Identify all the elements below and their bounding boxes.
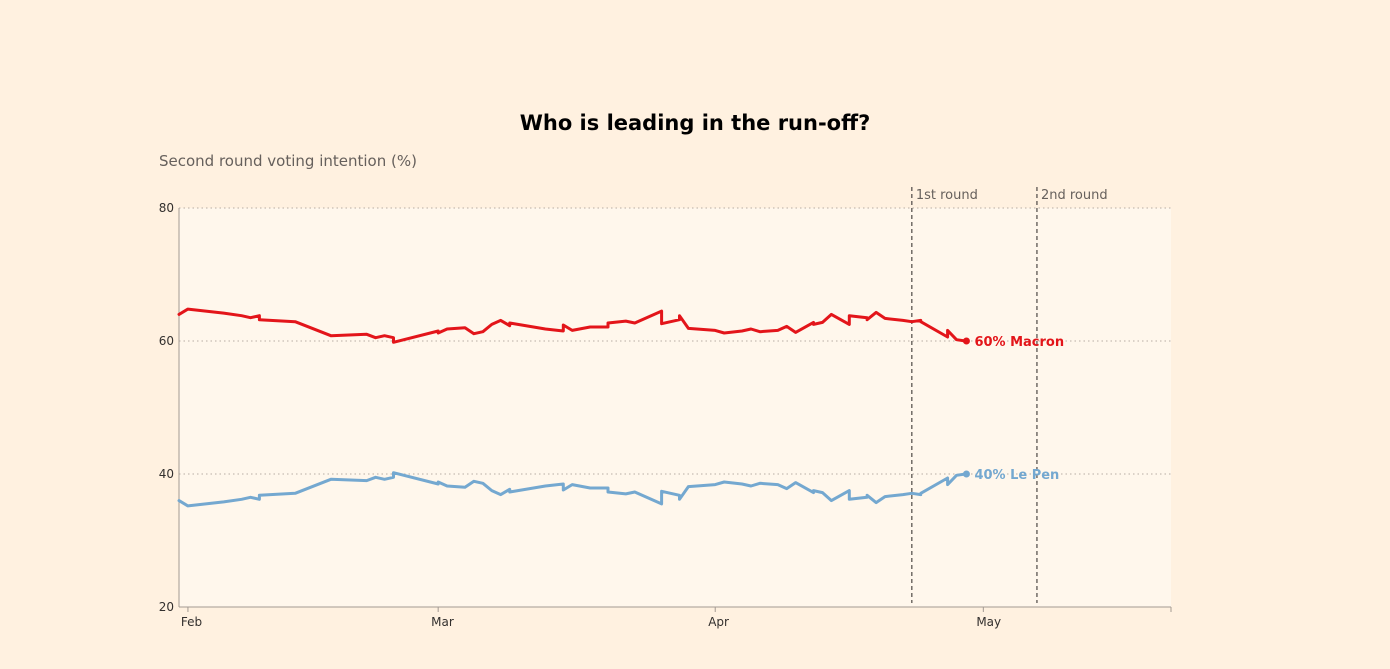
x-tick-label-apr: Apr (708, 615, 729, 629)
x-tick-label-feb: Feb (181, 615, 202, 629)
end-label-macron: 60% Macron (974, 335, 1064, 350)
round-annotations: 1st round 2nd round (911, 187, 1108, 603)
x-tick-label-mar: Mar (431, 615, 454, 629)
end-point-macron (962, 337, 970, 345)
y-tick-label-40: 40 (159, 467, 174, 481)
y-gridlines (179, 207, 1171, 475)
y-axis: 20 40 60 80 (159, 201, 174, 614)
round-label-1: 1st round (916, 188, 978, 203)
plot-area (179, 208, 1171, 607)
end-point-le-pen (962, 470, 970, 478)
chart-subtitle: Second round voting intention (%) (159, 152, 417, 170)
y-tick-label-60: 60 (159, 334, 174, 348)
end-label-le-pen: 40% Le Pen (974, 468, 1059, 483)
y-tick-label-80: 80 (159, 201, 174, 215)
series-line-macron (177, 307, 967, 344)
chart-title: Who is leading in the run-off? (520, 111, 871, 135)
y-tick-label-20: 20 (159, 600, 174, 614)
x-axis: Feb Mar Apr May (178, 208, 1172, 629)
series-line-le-pen (177, 471, 967, 508)
x-tick-label-may: May (976, 615, 1001, 629)
series-lines: 60% Macron 40% Le Pen (177, 307, 1064, 508)
round-label-2: 2nd round (1041, 188, 1108, 203)
